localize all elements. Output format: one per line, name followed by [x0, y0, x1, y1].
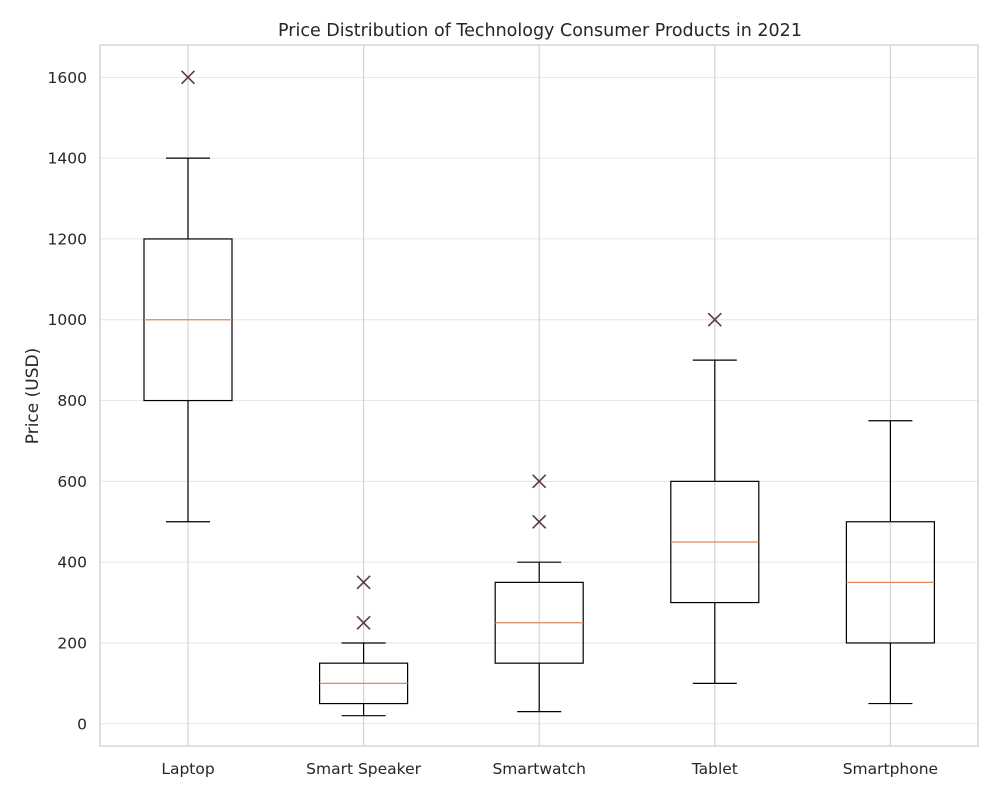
x-tick-label: Laptop [161, 760, 214, 778]
y-axis-label: Price (USD) [23, 348, 43, 444]
outlier-stroke [532, 474, 547, 489]
outlier-stroke [356, 575, 371, 590]
y-tick-label: 800 [57, 392, 87, 410]
outlier-stroke [356, 615, 371, 630]
box-group-smartwatch [494, 474, 584, 713]
plot-frame [99, 44, 979, 747]
y-tick-label: 1000 [48, 311, 87, 329]
y-tick-label: 1600 [48, 69, 87, 87]
outlier-stroke [707, 312, 722, 327]
y-tick-label: 200 [57, 634, 87, 652]
box-group-smartphone [845, 420, 936, 705]
outlier-marker [532, 514, 547, 529]
y-tick-label: 1400 [48, 150, 87, 168]
outlier-marker [356, 575, 371, 590]
outlier-marker [356, 615, 371, 630]
box-layer [143, 70, 936, 717]
tick-layer: 0 200 400 600 800 1000 1200 1400 1600 Laptop Smart… [48, 69, 939, 778]
x-tick-label: Smart Speaker [306, 760, 421, 778]
y-tick-label: 400 [57, 554, 87, 572]
box-group-smart-speaker [319, 575, 409, 717]
x-tick-label: Tablet [691, 760, 738, 778]
box-group-laptop [143, 70, 233, 523]
y-tick-label: 1200 [48, 230, 87, 248]
x-tick-label: Smartphone [843, 760, 938, 778]
y-tick-label: 600 [57, 473, 87, 491]
chart-title: Price Distribution of Technology Consume… [278, 21, 802, 41]
x-tick-label: Smartwatch [492, 760, 585, 778]
outlier-marker [707, 312, 722, 327]
outlier-stroke [180, 70, 196, 85]
y-tick-label: 0 [77, 715, 87, 733]
box-group-tablet [670, 312, 760, 684]
outlier-marker [180, 70, 196, 85]
outlier-marker [532, 474, 547, 489]
outlier-stroke [532, 514, 547, 529]
